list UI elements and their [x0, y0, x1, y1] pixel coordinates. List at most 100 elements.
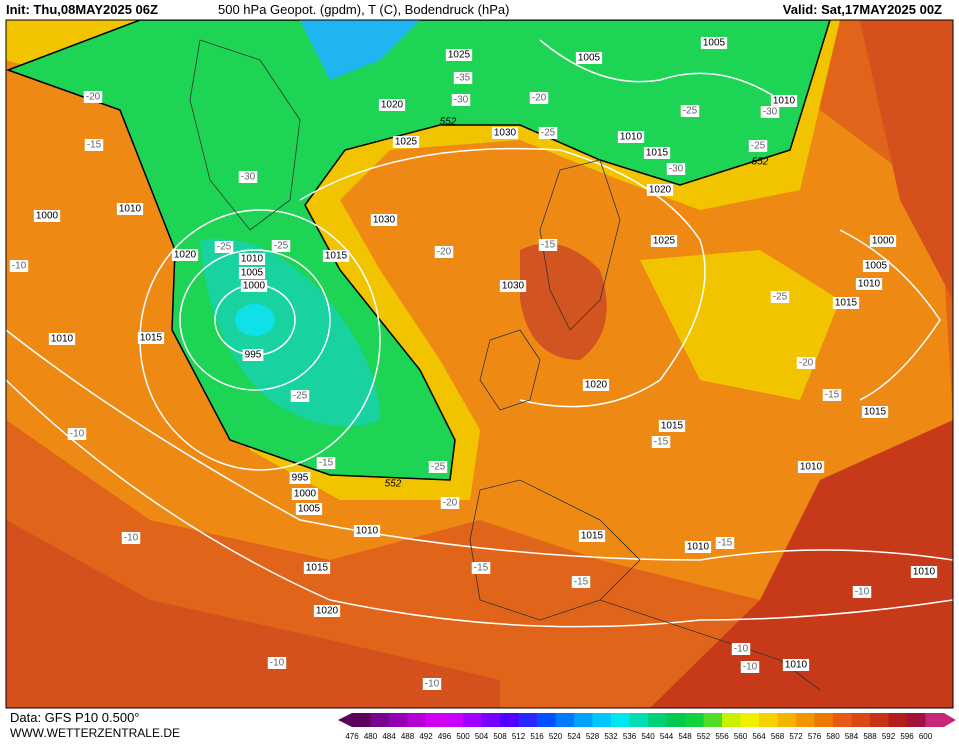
- temperature-label-box: [316, 457, 336, 469]
- pressure-label: 1005: [238, 267, 266, 279]
- pressure-label-text: 1000: [36, 211, 59, 222]
- temperature-label: -25: [680, 105, 700, 117]
- colorbar-label: 568: [771, 732, 785, 741]
- colorbar-label: 584: [845, 732, 859, 741]
- temperature-label: -15: [651, 436, 671, 448]
- pressure-label-box: [643, 147, 671, 159]
- temperature-label: -15: [538, 239, 558, 251]
- pressure-label-box: [797, 461, 825, 473]
- temperature-label: -10: [422, 678, 442, 690]
- temperature-label: -30: [760, 106, 780, 118]
- colorbar-swatch: [740, 713, 760, 727]
- pressure-label: 1010: [116, 203, 144, 215]
- colorbar-label: 556: [715, 732, 729, 741]
- temperature-label: -20: [529, 92, 549, 104]
- pressure-label: 1010: [797, 461, 825, 473]
- colorbar-swatch: [537, 713, 556, 727]
- pressure-label-box: [392, 136, 420, 148]
- pressure-label: 1010: [855, 278, 883, 290]
- pressure-label-box: [289, 472, 311, 484]
- temperature-label-box: [680, 105, 700, 117]
- pressure-label-box: [116, 203, 144, 215]
- geopotential-label: 552: [385, 479, 402, 490]
- colorbar-label: 500: [456, 732, 470, 741]
- temperature-label: -25: [428, 461, 448, 473]
- pressure-label-text: 1015: [646, 148, 669, 159]
- temperature-label-text: -15: [574, 577, 589, 588]
- colorbar-label: 580: [826, 732, 840, 741]
- pressure-label-box: [770, 95, 798, 107]
- pressure-label: 995: [242, 349, 264, 361]
- pressure-label: 1015: [578, 530, 606, 542]
- pressure-label-text: 1010: [620, 132, 643, 143]
- colorbar-swatch: [518, 713, 538, 727]
- pressure-label-box: [869, 235, 897, 247]
- pressure-label: 1005: [700, 37, 728, 49]
- temperature-label-box: [451, 94, 471, 106]
- temperature-label-text: -15: [825, 390, 840, 401]
- pressure-label-text: 1030: [373, 215, 396, 226]
- colorbar-swatch: [444, 713, 464, 727]
- temperature-label-text: -25: [751, 141, 766, 152]
- colorbar-swatch: [555, 713, 575, 727]
- temperature-label-box: [271, 240, 291, 252]
- temperature-label-text: -25: [431, 462, 446, 473]
- pressure-label-box: [238, 267, 266, 279]
- pressure-label: 1020: [313, 605, 341, 617]
- temperature-label-box: [453, 72, 473, 84]
- isobars: [6, 39, 953, 628]
- pressure-label-text: 1025: [448, 50, 471, 61]
- pressure-label-text: 1015: [661, 421, 684, 432]
- pressure-label-text: 1020: [585, 380, 608, 391]
- temperature-label: -10: [731, 643, 751, 655]
- colorbar-swatch: [611, 713, 630, 727]
- pressure-label-box: [378, 99, 406, 111]
- pressure-label: 1020: [646, 184, 674, 196]
- pressure-label-box: [291, 488, 319, 500]
- colorbar-swatch: [629, 713, 649, 727]
- pressure-label-text: 995: [245, 350, 262, 361]
- pressure-label-box: [238, 253, 266, 265]
- pressure-label: 1005: [575, 52, 603, 64]
- colorbar-arrow-left: [338, 713, 352, 727]
- temperature-label-box: [428, 461, 448, 473]
- pressure-label-text: 1010: [119, 204, 142, 215]
- temperature-label-box: [731, 643, 751, 655]
- pressure-label-text: 1030: [494, 128, 517, 139]
- temperature-label-text: -25: [773, 292, 788, 303]
- colorbar-label: 516: [530, 732, 544, 741]
- temperature-label-text: -20: [443, 498, 458, 509]
- colorbar-label: 496: [438, 732, 452, 741]
- temperature-label-text: -10: [12, 261, 27, 272]
- temperature-label-box: [748, 140, 768, 152]
- geopotential-label: 552: [752, 157, 769, 168]
- pressure-label-text: 1010: [356, 526, 379, 537]
- colorbar-label: 476: [345, 732, 359, 741]
- colorbar-swatch: [648, 713, 667, 727]
- map-title: 500 hPa Geopot. (gpdm), T (C), Bodendruc…: [218, 2, 509, 17]
- colorbar-swatch: [703, 713, 723, 727]
- colorbar-swatch: [592, 713, 612, 727]
- pressure-label: 1020: [171, 249, 199, 261]
- data-source: Data: GFS P10 0.500°: [10, 710, 140, 725]
- pressure-label-text: 1010: [785, 660, 808, 671]
- field-red-se: [650, 420, 953, 708]
- colorbar-swatch: [352, 713, 371, 727]
- temperature-label-text: -30: [241, 172, 256, 183]
- pressure-label-text: 1010: [51, 334, 74, 345]
- pressure-label-box: [575, 52, 603, 64]
- pressure-label-box: [617, 131, 645, 143]
- colorbar-arrow-right: [944, 713, 956, 727]
- colorbar-label: 576: [808, 732, 822, 741]
- temperature-label: -30: [238, 171, 258, 183]
- temperature-label-box: [238, 171, 258, 183]
- colorbar-label: 484: [382, 732, 396, 741]
- pressure-label: 1025: [392, 136, 420, 148]
- colorbar-label: 520: [549, 732, 563, 741]
- pressure-label-box: [499, 280, 527, 292]
- temperature-label-box: [214, 241, 234, 253]
- colorbar-swatch: [407, 713, 427, 727]
- pressure-label-box: [700, 37, 728, 49]
